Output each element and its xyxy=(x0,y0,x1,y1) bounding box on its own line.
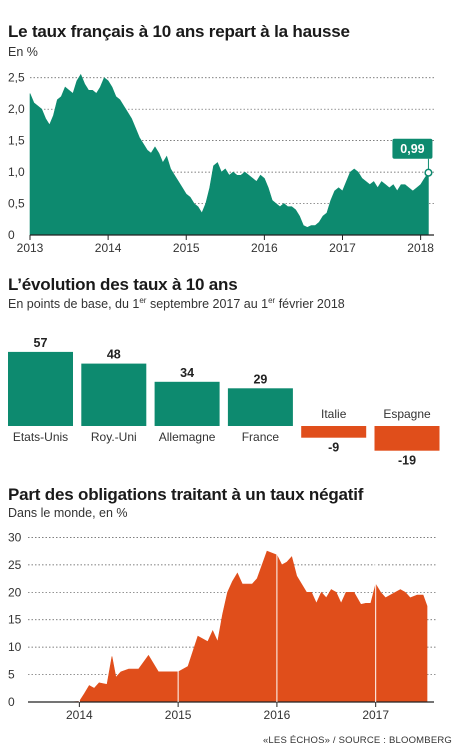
x-tick-label: 2017 xyxy=(329,241,356,255)
bar-value-label: 29 xyxy=(253,372,267,386)
bar-value-label: 34 xyxy=(180,366,194,380)
y-tick-label: 0 xyxy=(8,228,15,242)
y-tick-label: 1,5 xyxy=(8,134,25,148)
chart2-title: L’évolution des taux à 10 ans xyxy=(8,275,238,294)
x-tick-label: 2016 xyxy=(264,708,291,722)
chart1-unit: En % xyxy=(8,45,38,59)
category-label: Espagne xyxy=(383,407,431,421)
y-tick-label: 1,0 xyxy=(8,165,25,179)
y-tick-label: 5 xyxy=(8,668,15,682)
y-tick-label: 2,5 xyxy=(8,71,25,85)
y-tick-label: 0,5 xyxy=(8,197,25,211)
chart1-title: Le taux français à 10 ans repart à la ha… xyxy=(8,22,350,41)
x-tick-label: 2013 xyxy=(17,241,44,255)
x-tick-label: 2014 xyxy=(66,708,93,722)
subtitle-part: En points de base, du 1 xyxy=(8,297,140,312)
bar-value-label: 48 xyxy=(107,348,121,362)
chart2-subtitle: En points de base, du 1er septembre 2017… xyxy=(8,296,345,311)
category-label: France xyxy=(242,430,280,444)
series-area xyxy=(29,73,429,236)
chart2-bar-chart: 57 Etats-Unis 48 Roy.-Uni 34 Allemagne 29 Franc… xyxy=(8,336,440,468)
category-label: Italie xyxy=(321,407,347,421)
subtitle-sup: er xyxy=(139,296,147,305)
y-tick-label: 0 xyxy=(8,695,15,709)
y-tick-label: 20 xyxy=(8,585,22,599)
bar xyxy=(154,381,220,426)
y-tick-label: 2,0 xyxy=(8,102,25,116)
last-value-box xyxy=(392,138,433,159)
x-tick-label: 2017 xyxy=(362,708,389,722)
last-value-dot xyxy=(424,168,433,177)
subtitle-part: septembre 2017 au 1 xyxy=(146,297,269,312)
bar xyxy=(227,388,293,426)
last-value-label: 0,99 xyxy=(400,142,424,156)
category-label: Allemagne xyxy=(159,430,216,444)
chart3-area-chart: 0 5 10 15 20 25 30 2014 2015 2016 2017 xyxy=(8,530,436,722)
y-tick-label: 10 xyxy=(8,640,22,654)
subtitle-sup: er xyxy=(268,296,276,305)
category-label: Etats-Unis xyxy=(13,430,68,444)
bar-value-label: -9 xyxy=(328,441,339,455)
bar-value-label: 57 xyxy=(34,336,48,350)
bar xyxy=(8,351,73,426)
x-tick-label: 2014 xyxy=(95,241,122,255)
chart1-area-chart: 0 0,5 1,0 1,5 2,0 2,5 2013 2014 2015 2016 2017 2018… xyxy=(8,71,436,255)
x-tick-label: 2015 xyxy=(173,241,200,255)
subtitle-part: février 2018 xyxy=(275,297,345,312)
y-tick-label: 25 xyxy=(8,558,22,572)
x-tick-label: 2015 xyxy=(165,708,192,722)
bar xyxy=(374,426,440,451)
source-footer: «LES ÉCHOS» / SOURCE : BLOOMBERG xyxy=(262,735,452,746)
bar xyxy=(301,426,367,438)
category-label: Roy.-Uni xyxy=(91,430,137,444)
x-tick-label: 2018 xyxy=(407,241,434,255)
y-tick-label: 30 xyxy=(8,530,22,544)
x-tick-label: 2016 xyxy=(251,241,278,255)
series-area xyxy=(29,550,428,703)
chart3-unit: Dans le monde, en % xyxy=(8,506,128,520)
bar-value-label: -19 xyxy=(398,454,416,468)
bar xyxy=(81,363,147,426)
chart3-title: Part des obligations traitant à un taux … xyxy=(8,485,364,504)
y-tick-label: 15 xyxy=(8,613,22,627)
